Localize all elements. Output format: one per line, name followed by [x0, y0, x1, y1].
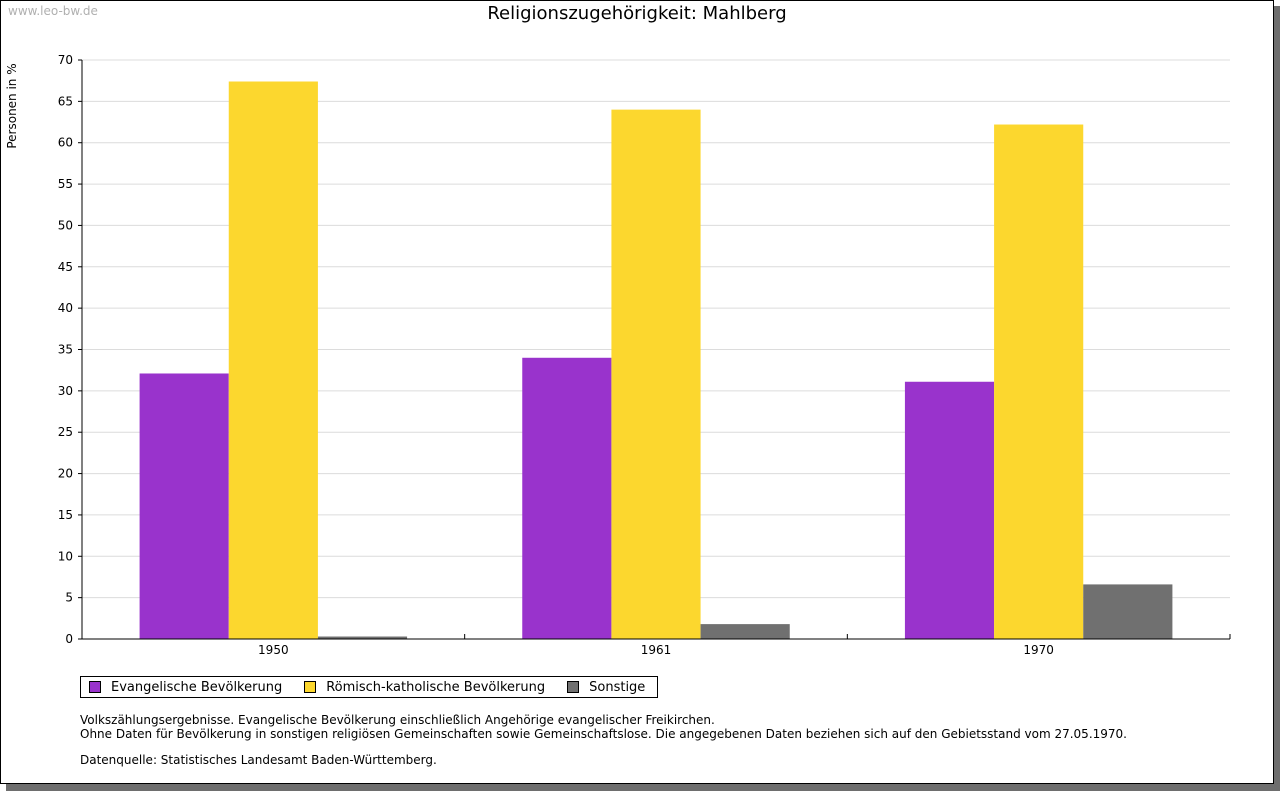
- bar: [139, 373, 229, 639]
- bar: [228, 81, 318, 639]
- y-tick-label: 30: [58, 384, 73, 398]
- y-tick-label: 25: [58, 425, 73, 439]
- legend-item-sonstige: Sonstige: [567, 680, 645, 695]
- y-tick-label: 35: [58, 343, 73, 357]
- legend: Evangelische Bevölkerung Römisch-katholi…: [80, 676, 659, 698]
- y-tick-label: 70: [58, 53, 73, 67]
- bar: [700, 624, 790, 639]
- y-tick-label: 60: [58, 136, 73, 150]
- y-tick-label: 10: [58, 549, 73, 563]
- x-tick-label: 1970: [1023, 643, 1054, 657]
- chart-notes: Volkszählungsergebnisse. Evangelische Be…: [80, 713, 1127, 767]
- bar: [994, 124, 1084, 639]
- y-tick-label: 5: [65, 591, 73, 605]
- y-tick-label: 55: [58, 177, 73, 191]
- note-line: Volkszählungsergebnisse. Evangelische Be…: [80, 713, 715, 727]
- bar: [1083, 584, 1173, 639]
- legend-label: Sonstige: [589, 679, 646, 695]
- legend-swatch: [89, 681, 101, 693]
- data-source: Datenquelle: Statistisches Landesamt Bad…: [80, 753, 437, 767]
- y-tick-label: 50: [58, 218, 73, 232]
- watermark: www.leo-bw.de: [8, 4, 98, 18]
- bar: [522, 357, 612, 639]
- x-tick-label: 1950: [258, 643, 289, 657]
- legend-label: Evangelische Bevölkerung: [111, 679, 283, 695]
- bar: [611, 109, 701, 640]
- y-tick-label: 0: [65, 632, 73, 646]
- legend-item-katholisch: Römisch-katholische Bevölkerung: [304, 680, 545, 695]
- y-tick-label: 20: [58, 467, 73, 481]
- legend-item-evangelisch: Evangelische Bevölkerung: [89, 680, 282, 695]
- x-tick-label: 1961: [641, 643, 672, 657]
- bar: [317, 636, 408, 639]
- y-tick-label: 15: [58, 508, 73, 522]
- frame-shadow-right: [1274, 6, 1280, 791]
- legend-swatch: [304, 681, 317, 693]
- y-tick-label: 40: [58, 301, 73, 315]
- bar-chart: 0 5 10 15 20 25 30 35 40 45 50 55 60 65 70 1950 1961 1970: [58, 53, 1231, 657]
- y-tick-label: 45: [58, 260, 73, 274]
- frame-shadow-bottom: [6, 784, 1280, 791]
- bar: [904, 381, 995, 639]
- note-line: Ohne Daten für Bevölkerung in sonstigen …: [80, 727, 1127, 741]
- legend-swatch: [567, 681, 580, 693]
- y-tick-label: 65: [58, 94, 73, 108]
- legend-label: Römisch-katholische Bevölkerung: [326, 679, 546, 695]
- chart-title: Religionszugehörigkeit: Mahlberg: [487, 3, 787, 24]
